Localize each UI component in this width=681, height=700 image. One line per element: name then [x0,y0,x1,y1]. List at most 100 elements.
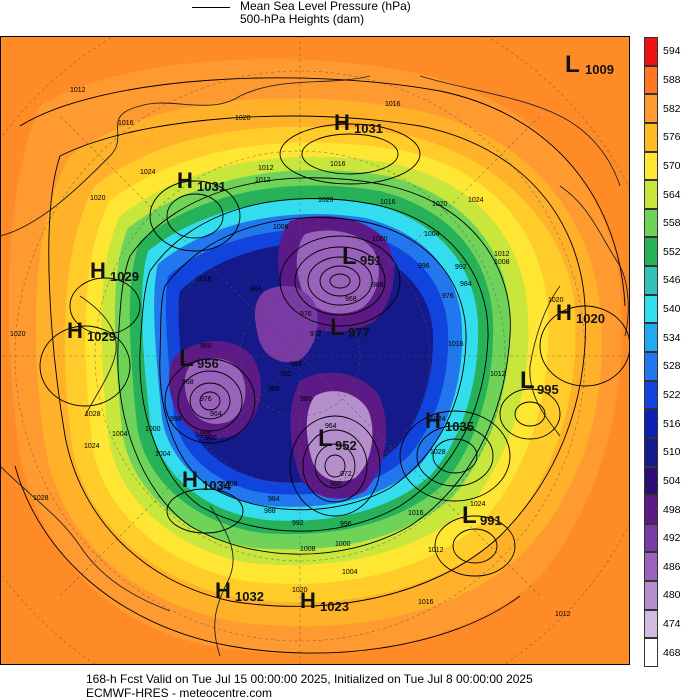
svg-text:L: L [179,345,194,372]
svg-text:1031: 1031 [354,121,383,136]
svg-text:1032: 1032 [235,589,264,604]
isobars [14,77,630,654]
svg-text:1028: 1028 [85,411,101,418]
low-991: L 991 [462,502,502,529]
low-977: L 977 [330,314,370,341]
svg-text:991: 991 [480,513,502,528]
high-1035: H 1035 [425,408,474,434]
svg-text:1016: 1016 [385,101,401,108]
colorbar-label: 558 [663,217,681,230]
svg-text:1000: 1000 [372,236,388,243]
graticule [0,36,630,665]
svg-text:1008: 1008 [300,546,316,553]
svg-text:995: 995 [537,382,559,397]
isobar-legend-line [192,7,230,8]
svg-text:1020: 1020 [548,297,564,304]
svg-text:976: 976 [442,293,454,300]
svg-text:1020: 1020 [292,587,308,594]
colorbar-swatch [644,151,658,181]
svg-text:1004: 1004 [155,451,171,458]
svg-text:1024: 1024 [84,443,100,450]
coastlines [0,75,629,657]
svg-text:L: L [565,51,580,78]
svg-text:984: 984 [460,281,472,288]
svg-text:1020: 1020 [318,197,334,204]
svg-text:956: 956 [197,356,219,371]
svg-text:984: 984 [268,496,280,503]
svg-text:1000: 1000 [335,541,351,548]
map-frame [0,36,630,665]
svg-text:1008: 1008 [273,224,289,231]
svg-text:1028: 1028 [33,495,49,502]
svg-text:1008: 1008 [222,481,238,488]
legend-mslp-label: Mean Sea Level Pressure (hPa) [240,0,411,13]
svg-text:972: 972 [310,331,322,338]
colorbar-swatch [644,409,658,438]
svg-text:1034: 1034 [202,478,232,493]
colorbar-swatch [644,638,658,667]
svg-text:980: 980 [200,343,212,350]
colorbar-label: 564 [663,188,681,201]
colorbar-label: 498 [663,503,681,516]
colorbar-label: 480 [663,589,681,602]
svg-text:1012: 1012 [428,547,444,554]
svg-text:1004: 1004 [342,569,358,576]
svg-text:1031: 1031 [197,179,226,194]
svg-text:H: H [67,318,83,343]
svg-text:1016: 1016 [418,599,434,606]
svg-text:1020: 1020 [10,331,26,338]
svg-text:1035: 1035 [445,419,474,434]
svg-text:964: 964 [210,411,222,418]
colorbar-swatch [644,523,658,553]
colorbar-swatch [644,352,658,381]
low-951: L 951 [342,243,382,270]
svg-text:980: 980 [300,396,312,403]
svg-text:1029: 1029 [110,269,139,284]
svg-text:988: 988 [268,386,280,393]
svg-text:1016: 1016 [408,510,424,517]
svg-text:992: 992 [292,520,304,527]
svg-text:1000: 1000 [145,426,161,433]
colorbar-label: 492 [663,532,681,545]
svg-text:1012: 1012 [555,611,571,618]
colorbar-label: 540 [663,303,681,316]
colorbar-swatch [644,266,658,295]
colorbar-swatch [644,552,658,582]
low-956: L 956 [179,345,219,372]
svg-text:1023: 1023 [320,599,349,614]
isobar-values: 1012 1016 1020 1024 1016 1020 1012 1016 … [10,87,571,618]
colorbar-label: 510 [663,446,681,459]
svg-text:996: 996 [340,521,352,528]
svg-text:1008: 1008 [494,259,510,266]
colorbar-label: 582 [663,102,681,115]
svg-text:1009: 1009 [585,62,614,77]
svg-text:960: 960 [330,481,342,488]
svg-text:L: L [462,502,477,529]
high-1020: H 1020 [556,300,605,326]
svg-text:964: 964 [325,423,337,430]
svg-text:1016: 1016 [118,120,134,127]
svg-text:992: 992 [455,264,467,271]
svg-text:H: H [215,578,231,603]
trough-purple-center [254,285,318,363]
svg-text:1012: 1012 [490,371,506,378]
svg-text:977: 977 [348,325,370,340]
colorbar-label: 594 [663,45,681,58]
svg-text:1028: 1028 [430,449,446,456]
svg-text:H: H [182,467,198,492]
svg-text:1020: 1020 [235,115,251,122]
svg-text:951: 951 [360,253,382,268]
svg-text:H: H [556,300,572,325]
svg-text:968: 968 [182,379,194,386]
chart-footer: 168-h Fcst Valid on Tue Jul 15 00:00:00 … [0,672,681,700]
colorbar-swatch [644,581,658,610]
svg-text:984: 984 [290,361,302,368]
svg-text:1029: 1029 [87,329,116,344]
svg-text:1016: 1016 [330,161,346,168]
forecast-valid-text: 168-h Fcst Valid on Tue Jul 15 00:00:00 … [86,672,533,686]
svg-text:952: 952 [335,438,357,453]
high-1031-west: H 1031 [177,168,226,194]
svg-text:976: 976 [200,396,212,403]
svg-text:1016: 1016 [448,341,464,348]
colorbar-label: 576 [663,131,681,144]
